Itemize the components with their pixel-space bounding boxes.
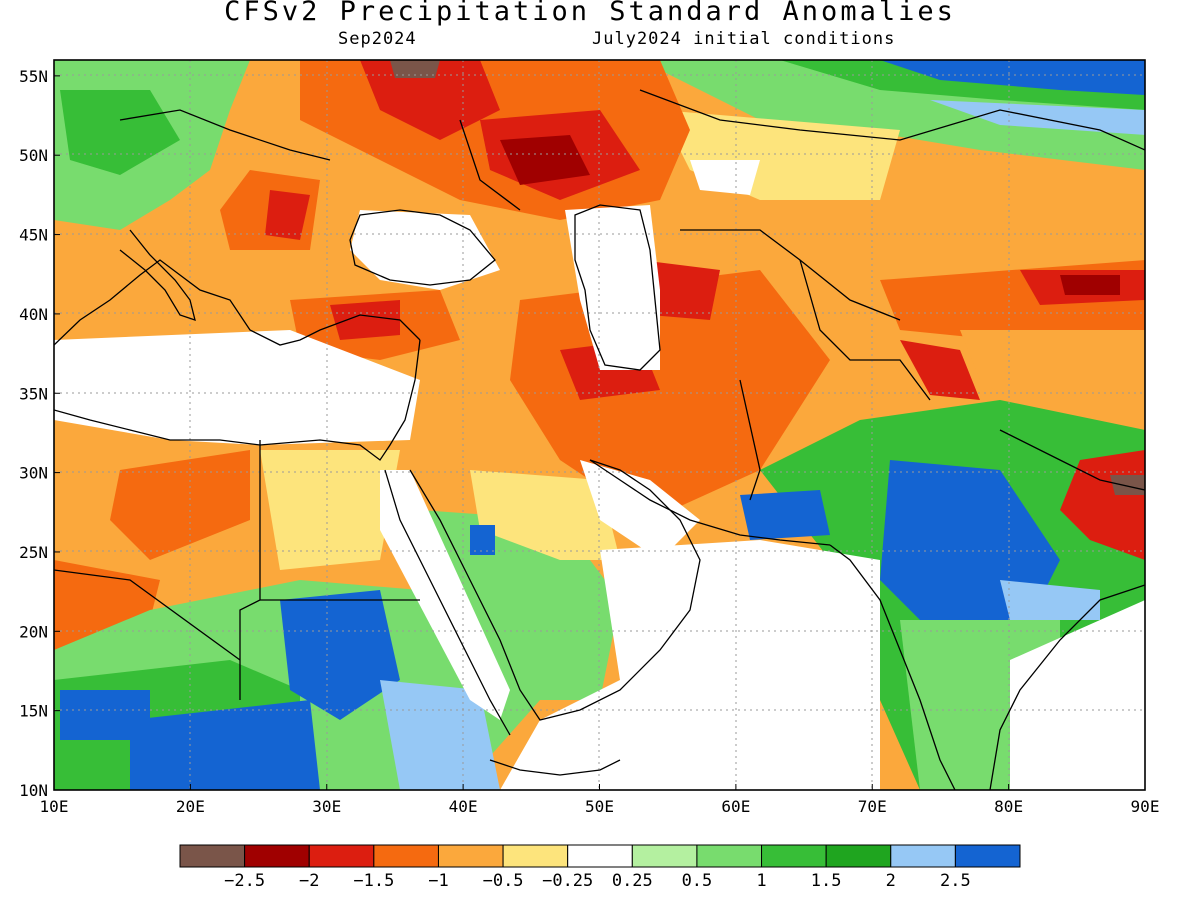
- libya-moderate-dry: [110, 450, 250, 560]
- persian-gulf-mask: [580, 460, 700, 560]
- tibet-extreme-dry: [1060, 275, 1120, 295]
- anomaly-field: [54, 60, 1145, 790]
- lon-label-20E: 20E: [176, 797, 205, 816]
- kashmir-very-dry: [900, 340, 980, 400]
- mediterranean-sea-mask: [54, 330, 420, 445]
- russia-max-dry: [390, 60, 440, 78]
- bay-of-bengal-mask: [1010, 600, 1145, 790]
- coastlines-borders: [54, 89, 1145, 790]
- east-india-light-wet: [1000, 580, 1100, 620]
- longitude-axis-labels: 10E 20E 30E 40E 50E 60E 70E 80E 90E: [40, 784, 1160, 816]
- colorbar-swatch: [373, 844, 439, 868]
- colorbar-label: 2: [886, 871, 896, 891]
- colorbar-label: 2.5: [940, 871, 971, 891]
- egypt-near-normal: [260, 450, 400, 570]
- saudi-near-normal: [470, 470, 620, 560]
- colorbar-label: −1.5: [353, 871, 394, 891]
- lon-label-40E: 40E: [449, 797, 478, 816]
- colorbar-label: −0.5: [483, 871, 524, 891]
- lon-label-80E: 80E: [994, 797, 1023, 816]
- caspian-sea-mask: [565, 205, 660, 370]
- colorbar-swatch: [825, 844, 892, 868]
- colorbar-swatch: [567, 844, 633, 868]
- lon-label-90E: 90E: [1131, 797, 1160, 816]
- colorbar-legend: −2.5 −2 −1.5 −1 −0.5 −0.25 0.25 0.5 1 1.5 2 2.5: [179, 844, 1021, 891]
- turkey-very-dry: [330, 300, 400, 340]
- initial-conditions: July2024 initial conditions: [592, 29, 896, 49]
- colorbar-swatch: [502, 844, 569, 868]
- colorbar-label: 1: [756, 871, 766, 891]
- forecast-month: Sep2024: [338, 29, 417, 49]
- colorbar-swatch: [761, 844, 827, 868]
- russia-extreme-dry: [500, 135, 590, 185]
- colorbar-label: 0.5: [682, 871, 713, 891]
- chart-title: CFSv2 Precipitation Standard Anomalies: [224, 0, 956, 27]
- kazakh-neutral: [690, 160, 760, 195]
- bengal-extreme-dry: [1110, 475, 1145, 495]
- colorbar-swatch: [954, 844, 1021, 868]
- latitude-axis-labels: 55N 50N 45N 40N 35N 30N 25N 20N 15N 10N: [19, 67, 60, 800]
- arabian-sea-mask: [500, 540, 880, 790]
- colorbar-swatch: [244, 844, 310, 868]
- gujarat-very-wet: [740, 490, 830, 540]
- colorbar-label: −2: [299, 871, 319, 891]
- lon-label-70E: 70E: [858, 797, 887, 816]
- lon-label-30E: 30E: [312, 797, 341, 816]
- lon-label-60E: 60E: [721, 797, 750, 816]
- lat-label-35N: 35N: [19, 384, 48, 403]
- colorbar-swatch: [437, 844, 504, 868]
- central-africa-very-wet: [130, 700, 320, 790]
- red-sea-mask: [380, 470, 510, 720]
- grid-lines: [54, 60, 1145, 790]
- lon-label-50E: 50E: [585, 797, 614, 816]
- ethiopia-light-wet: [380, 680, 500, 790]
- chad-very-wet: [60, 690, 150, 740]
- lat-label-40N: 40N: [19, 305, 48, 324]
- colorbar-label: 0.25: [612, 871, 653, 891]
- siberia-very-wet: [880, 60, 1145, 95]
- lat-label-50N: 50N: [19, 146, 48, 165]
- lat-label-15N: 15N: [19, 702, 48, 721]
- sudan-very-wet: [280, 590, 400, 720]
- lat-label-20N: 20N: [19, 622, 48, 641]
- colorbar-swatch: [890, 844, 956, 868]
- balkans-very-dry: [265, 190, 310, 240]
- colorbar-label: 1.5: [811, 871, 842, 891]
- india-very-wet: [880, 460, 1060, 620]
- lat-label-10N: 10N: [19, 781, 48, 800]
- colorbar-swatch: [179, 844, 246, 868]
- lon-label-10E: 10E: [40, 797, 69, 816]
- colorbar-label: −2.5: [224, 871, 265, 891]
- lat-label-55N: 55N: [19, 67, 48, 86]
- colorbar-swatch: [696, 844, 763, 868]
- colorbar-label: −1: [428, 871, 448, 891]
- lat-label-30N: 30N: [19, 464, 48, 483]
- colorbar-label: −0.25: [542, 871, 593, 891]
- lat-label-25N: 25N: [19, 543, 48, 562]
- colorbar-swatch: [631, 844, 698, 868]
- saudi-very-wet: [470, 525, 495, 555]
- russia-dry-core: [360, 60, 500, 140]
- colorbar-swatch: [308, 844, 375, 868]
- himalaya-dry: [960, 330, 1145, 430]
- lat-label-45N: 45N: [19, 226, 48, 245]
